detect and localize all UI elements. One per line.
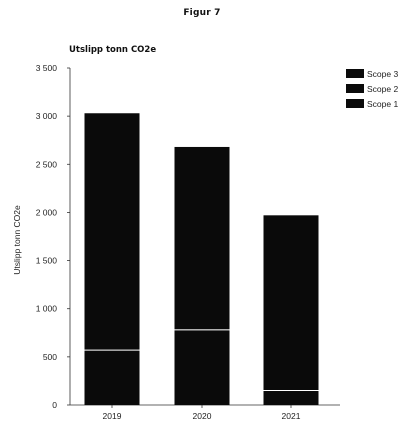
- bar-scope-3-2021: [263, 215, 319, 391]
- y-tick-label: 3 500: [36, 63, 58, 73]
- y-tick-label: 2 500: [36, 159, 58, 169]
- y-tick-label: 500: [43, 352, 57, 362]
- legend-label-scope-1: Scope 1: [367, 99, 398, 109]
- bar-scope-1-2020: [174, 329, 230, 405]
- x-tick-label: 2020: [193, 411, 212, 421]
- bar-scope-1-2019: [84, 350, 140, 405]
- bar-scope-3-2020: [174, 146, 230, 330]
- y-tick-label: 1 000: [36, 304, 58, 314]
- y-tick-label: 2 000: [36, 207, 58, 217]
- legend-swatch-scope-3: [346, 69, 364, 78]
- legend-label-scope-2: Scope 2: [367, 84, 398, 94]
- y-axis-label: Utslipp tonn CO2e: [12, 205, 22, 275]
- x-tick-label: 2019: [103, 411, 122, 421]
- x-tick-label: 2021: [282, 411, 301, 421]
- legend-swatch-scope-1: [346, 99, 364, 108]
- legend: Scope 3 Scope 2 Scope 1: [346, 69, 398, 109]
- legend-label-scope-3: Scope 3: [367, 69, 398, 79]
- bar-scope-3-2019: [84, 113, 140, 350]
- y-tick-label: 3 000: [36, 111, 58, 121]
- legend-swatch-scope-2: [346, 84, 364, 93]
- bar-scope-1-2021: [263, 390, 319, 405]
- chart-title: Utslipp tonn CO2e: [69, 45, 156, 55]
- figure-title: Figur 7: [183, 8, 221, 18]
- plot-area: 0 500 1 000 1 500 2 000 2 500 3 000 3 500 2019 20…: [36, 63, 340, 421]
- y-tick-label: 0: [52, 400, 57, 410]
- y-tick-label: 1 500: [36, 256, 58, 266]
